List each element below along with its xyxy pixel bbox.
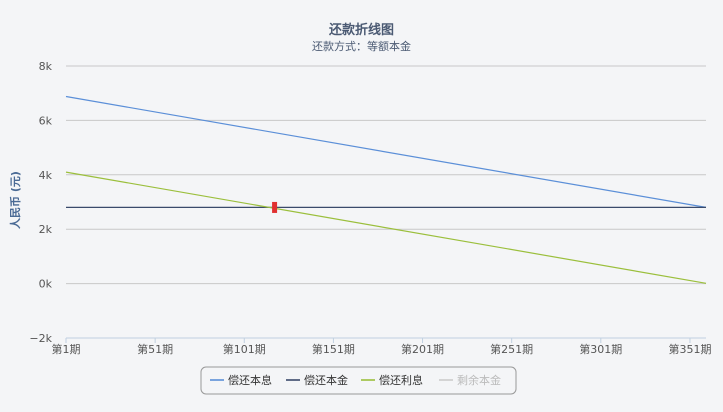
- x-tick-label: 第251期: [490, 342, 533, 356]
- y-axis-ticks: −2k 0k 2k 4k 6k 8k: [29, 60, 52, 345]
- y-tick-label: 8k: [39, 60, 53, 73]
- legend-label: 偿还利息: [379, 373, 423, 387]
- chart-title: 还款折线图: [328, 22, 394, 38]
- chart-subtitle: 还款方式：等额本金: [312, 39, 411, 53]
- y-tick-label: 0k: [39, 278, 53, 291]
- x-tick-label: 第1期: [52, 342, 81, 356]
- series-line-2: [65, 171, 707, 284]
- x-tick-label: 第151期: [312, 342, 355, 356]
- series-lines: [65, 95, 707, 284]
- x-tick-label: 第51期: [137, 342, 173, 356]
- series-line-0: [65, 95, 707, 208]
- legend-label: 偿还本息: [228, 373, 272, 387]
- y-axis-label: 人民币 (元): [8, 171, 22, 229]
- y-tick-label: −2k: [29, 332, 52, 345]
- x-tick-label: 第101期: [223, 342, 266, 356]
- x-tick-label: 第201期: [401, 342, 444, 356]
- legend-label: 偿还本金: [304, 373, 348, 387]
- x-tick-label: 第351期: [668, 342, 711, 356]
- legend: 偿还本息 偿还本金 偿还利息 剩余本金: [200, 366, 517, 395]
- x-axis-ticks: 第1期 第51期 第101期 第151期 第201期 第251期 第301期 第351期: [52, 338, 711, 356]
- legend-label: 剩余本金: [457, 373, 501, 387]
- y-tick-label: 6k: [39, 114, 53, 127]
- grid-lines: [66, 65, 706, 339]
- hover-point-marker: [272, 201, 278, 213]
- hover-marker: [272, 201, 278, 213]
- y-tick-label: 4k: [39, 169, 53, 182]
- legend-item-1[interactable]: 偿还本金: [286, 373, 348, 387]
- legend-item-0[interactable]: 偿还本息: [210, 373, 272, 387]
- x-tick-label: 第301期: [579, 342, 622, 356]
- y-tick-label: 2k: [39, 223, 53, 236]
- legend-item-3[interactable]: 剩余本金: [439, 373, 501, 387]
- legend-item-2[interactable]: 偿还利息: [361, 373, 423, 387]
- legend-box: [200, 366, 517, 395]
